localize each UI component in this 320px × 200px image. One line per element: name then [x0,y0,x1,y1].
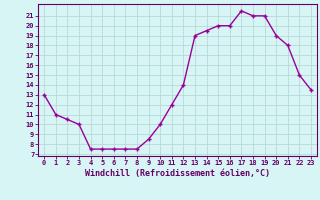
X-axis label: Windchill (Refroidissement éolien,°C): Windchill (Refroidissement éolien,°C) [85,169,270,178]
